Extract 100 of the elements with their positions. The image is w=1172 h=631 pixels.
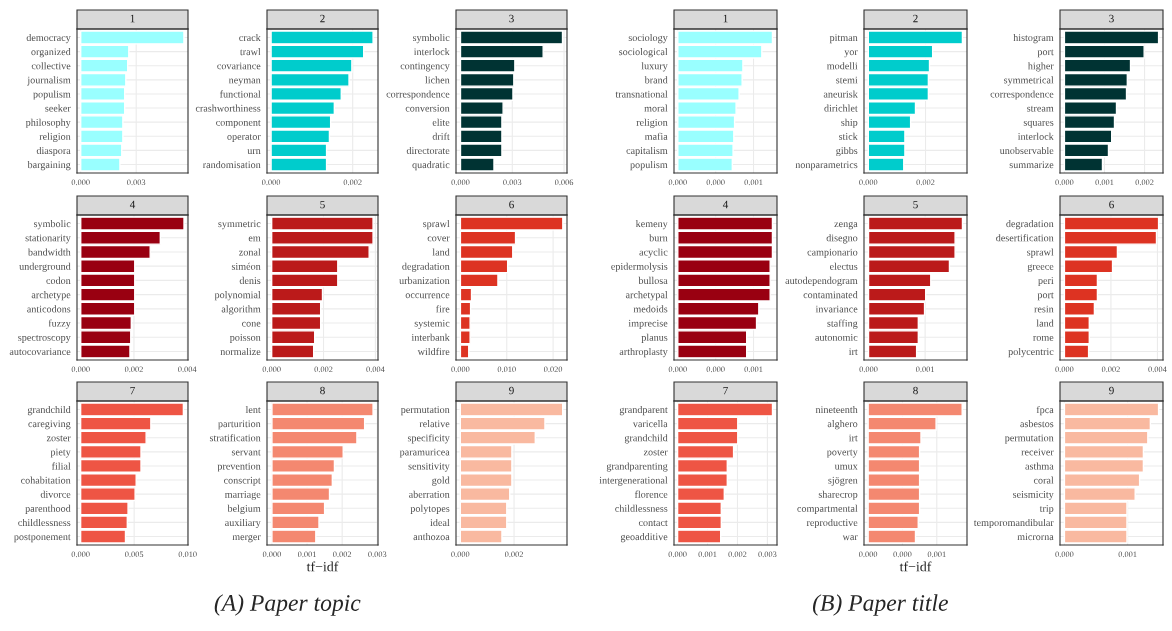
- y-tick-label: acyclic: [639, 248, 668, 258]
- y-tick-label: archetype: [31, 291, 71, 301]
- y-tick-label: planus: [641, 333, 668, 343]
- y-tick-label: caregiving: [28, 420, 71, 430]
- x-tick-label: 0.002: [343, 179, 362, 186]
- y-tick-label: functional: [219, 90, 261, 98]
- y-tick-label: trip: [1039, 505, 1054, 514]
- y-tick-label: sociology: [628, 33, 668, 44]
- y-tick-label: gibbs: [836, 146, 858, 157]
- x-tick-label: 0.000: [706, 366, 725, 373]
- y-tick-label: kemeny: [635, 220, 668, 230]
- y-tick-label: luxury: [641, 62, 668, 72]
- x-tick-label: 0.020: [544, 366, 563, 373]
- chart-title: 9: [1109, 386, 1114, 395]
- y-tick-label: filial: [51, 462, 71, 470]
- y-tick-label: covariance: [217, 62, 261, 70]
- y-tick-label: mafia: [644, 132, 668, 140]
- y-tick-label: alghero: [827, 420, 858, 430]
- y-tick-label: cover: [427, 236, 450, 242]
- y-tick-label: fpca: [1036, 405, 1054, 416]
- chart-title: 1: [130, 14, 135, 23]
- y-tick-label: higher: [1027, 62, 1054, 72]
- x-tick-label: 0.000: [893, 551, 912, 558]
- y-tick-label: relative: [419, 420, 450, 428]
- x-tick-label: 0.003: [758, 551, 777, 558]
- chart-title: 5: [320, 200, 325, 209]
- x-tick-label: 0.002: [314, 366, 333, 373]
- y-tick-label: merger: [232, 534, 261, 543]
- y-tick-label: prevention: [217, 462, 261, 472]
- x-tick-label: 0.005: [125, 551, 144, 558]
- chart-title: 6: [1109, 200, 1114, 209]
- x-tick-label: 0.000: [262, 551, 281, 558]
- x-tick-label: 0.000: [668, 551, 687, 558]
- y-tick-label: ship: [841, 118, 858, 128]
- y-tick-label: histogram: [1013, 33, 1054, 44]
- x-tick-label: 0.000: [668, 366, 687, 373]
- y-tick-label: polytopes: [410, 504, 450, 514]
- y-tick-label: stick: [839, 132, 858, 140]
- y-tick-label: intergenerational: [599, 476, 668, 486]
- x-tick-label: 0.002: [1135, 179, 1154, 186]
- y-tick-label: normalize: [220, 347, 261, 356]
- y-tick-label: coral: [1033, 476, 1054, 484]
- y-tick-label: postponement: [14, 534, 71, 543]
- y-tick-label: grandchild: [624, 434, 668, 444]
- y-tick-label: bandwidth: [27, 248, 71, 256]
- x-tick-label: 0.000: [1055, 179, 1074, 186]
- x-tick-label: 0.001: [1095, 179, 1114, 186]
- y-tick-label: asthma: [1025, 462, 1054, 470]
- y-tick-label: belgium: [227, 504, 261, 514]
- y-tick-label: sprawl: [1027, 248, 1054, 258]
- x-tick-label: 0.000: [262, 179, 281, 186]
- y-tick-label: autocovariance: [9, 348, 71, 356]
- y-tick-label: parenthood: [25, 504, 71, 514]
- y-tick-label: contact: [638, 520, 668, 527]
- y-tick-label: poisson: [229, 334, 261, 343]
- x-tick-label: 0.000: [1055, 551, 1074, 558]
- y-tick-label: umux: [834, 464, 858, 470]
- y-tick-label: gold: [432, 476, 450, 486]
- y-tick-label: medoids: [633, 305, 668, 313]
- y-tick-label: electus: [829, 262, 858, 270]
- y-tick-label: temporomandibular: [973, 518, 1054, 529]
- y-tick-label: conversion: [405, 104, 450, 112]
- x-tick-label: 0.010: [178, 551, 197, 558]
- x-tick-label: 0.000: [71, 179, 90, 186]
- y-tick-label: aberration: [409, 490, 450, 498]
- y-tick-label: organized: [31, 48, 71, 58]
- text: (A) Paper topic: [214, 594, 361, 616]
- y-tick-label: grandparent: [619, 405, 668, 416]
- y-tick-label: directorate: [406, 146, 450, 155]
- x-tick-label: 0.004: [178, 366, 197, 373]
- x-tick-label: 0.001: [698, 551, 717, 558]
- x-tick-label: 0.003: [368, 551, 387, 558]
- x-tick-label: 0.000: [451, 179, 470, 186]
- y-tick-label: polycentric: [1008, 347, 1054, 358]
- x-tick-label: 0.006: [555, 179, 574, 186]
- y-tick-label: squares: [1023, 120, 1054, 128]
- x-axis-title: tf−idf: [306, 561, 339, 572]
- chart-title: 2: [320, 14, 325, 23]
- y-tick-label: autonomic: [815, 334, 858, 341]
- x-tick-label: 0.000: [859, 366, 878, 373]
- y-tick-label: neyman: [228, 78, 261, 86]
- y-tick-label: sharecrop: [818, 490, 858, 500]
- x-tick-label: 0.010: [497, 366, 516, 373]
- y-tick-label: campionario: [807, 248, 858, 258]
- y-tick-label: compartmental: [797, 504, 858, 514]
- x-tick-label: 0.000: [859, 551, 878, 558]
- chart-title: 7: [130, 386, 135, 395]
- y-tick-label: varicella: [632, 420, 668, 428]
- y-tick-label: quadratic: [412, 161, 450, 171]
- y-tick-label: irt: [848, 434, 858, 442]
- y-tick-label: grandparenting: [606, 462, 668, 472]
- y-tick-label: receiver: [1021, 448, 1054, 456]
- y-tick-label: denis: [239, 276, 261, 285]
- y-tick-label: conscript: [223, 476, 261, 486]
- x-tick-label: 0.003: [503, 179, 522, 186]
- y-tick-label: correspondence: [386, 90, 450, 100]
- y-tick-label: aneurisk: [823, 90, 858, 98]
- y-tick-label: correspondence: [990, 90, 1054, 100]
- y-tick-label: transnational: [615, 90, 668, 98]
- y-tick-label: siméon: [231, 262, 261, 270]
